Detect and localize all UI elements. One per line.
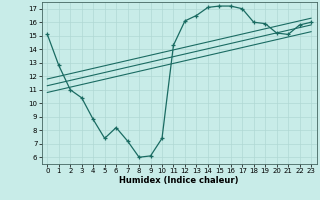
X-axis label: Humidex (Indice chaleur): Humidex (Indice chaleur)	[119, 176, 239, 185]
